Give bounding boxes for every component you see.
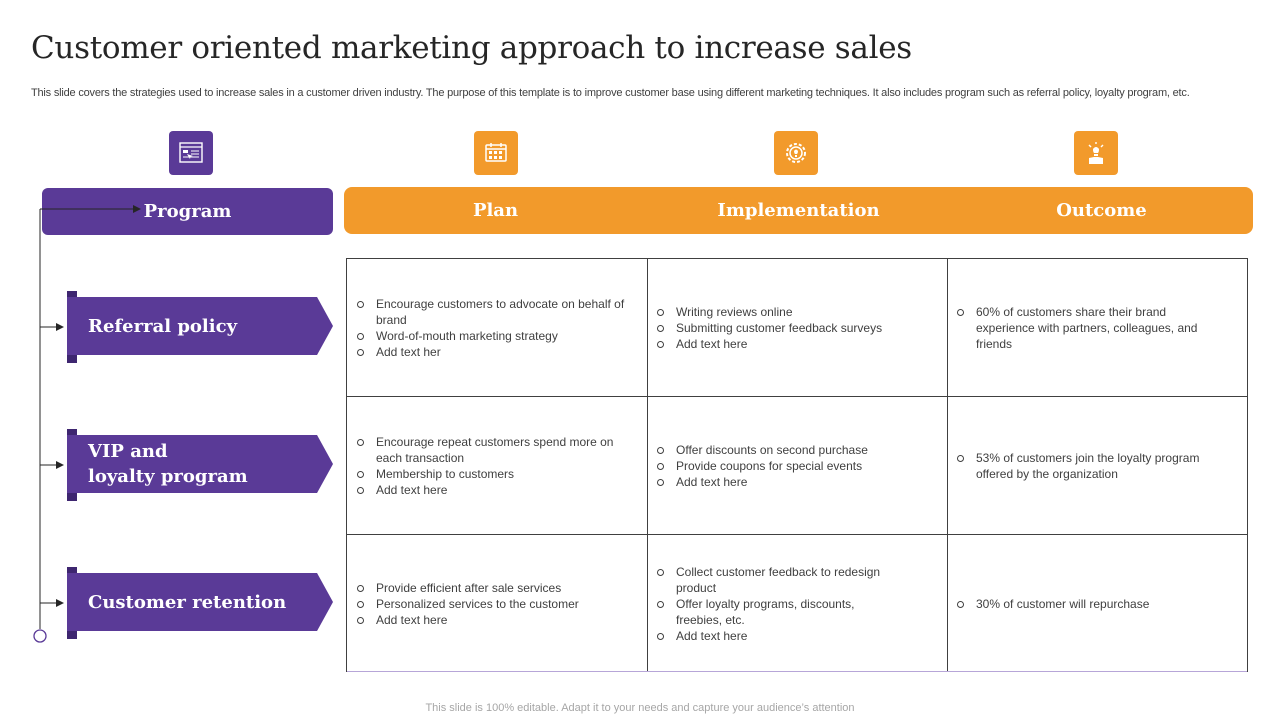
- program-referral-policy: Referral policy: [67, 291, 333, 363]
- list-item: 60% of customers share their brand exper…: [957, 304, 1239, 352]
- cell-outcome-vip: 53% of customers join the loyalty progra…: [947, 397, 1247, 535]
- list-item: Provide coupons for special events: [657, 458, 868, 474]
- page-subtitle: This slide covers the strategies used to…: [31, 87, 1190, 99]
- list-item: Add text her: [357, 344, 639, 360]
- header-outcome: Outcome: [1056, 200, 1147, 221]
- program-customer-retention: Customer retention: [67, 567, 333, 639]
- list-item: Word-of-mouth marketing strategy: [357, 328, 639, 344]
- page-title: Customer oriented marketing approach to …: [31, 30, 912, 66]
- list-item: Writing reviews online: [657, 304, 882, 320]
- list-item: 53% of customers join the loyalty progra…: [957, 450, 1239, 482]
- cell-plan-retention: Provide efficient after sale services Pe…: [347, 535, 647, 673]
- list-item: Add text here: [357, 612, 579, 628]
- list-item: Provide efficient after sale services: [357, 580, 579, 596]
- footer-note: This slide is 100% editable. Adapt it to…: [425, 702, 855, 714]
- cell-implementation-vip: Offer discounts on second purchase Provi…: [647, 397, 947, 535]
- cell-plan-referral: Encourage customers to advocate on behal…: [347, 259, 647, 397]
- program-label: Referral policy: [88, 315, 238, 337]
- gear-lightbulb-icon: [774, 131, 818, 175]
- strategy-table: Encourage customers to advocate on behal…: [346, 258, 1248, 672]
- list-item: 30% of customer will repurchase: [957, 596, 1149, 612]
- header-program: Program: [42, 188, 333, 235]
- program-vip-loyalty: VIP and loyalty program: [67, 429, 333, 501]
- cell-implementation-retention: Collect customer feedback to redesign pr…: [647, 535, 947, 673]
- list-item: Add text here: [657, 474, 868, 490]
- calendar-icon: [474, 131, 518, 175]
- header-plan: Plan: [472, 200, 519, 221]
- cell-outcome-referral: 60% of customers share their brand exper…: [947, 259, 1247, 397]
- list-item: Collect customer feedback to redesign pr…: [657, 564, 887, 596]
- presentation-board-icon: [169, 131, 213, 175]
- list-item: Add text here: [657, 628, 887, 644]
- hand-lightbulb-icon: [1074, 131, 1118, 175]
- header-implementation: Implementation: [717, 200, 880, 221]
- cell-implementation-referral: Writing reviews online Submitting custom…: [647, 259, 947, 397]
- list-item: Personalized services to the customer: [357, 596, 579, 612]
- list-item: Add text here: [657, 336, 882, 352]
- program-label: VIP and loyalty program: [88, 441, 248, 487]
- list-item: Encourage repeat customers spend more on…: [357, 434, 639, 466]
- list-item: Encourage customers to advocate on behal…: [357, 296, 639, 328]
- program-label: Customer retention: [88, 591, 287, 613]
- list-item: Submitting customer feedback surveys: [657, 320, 882, 336]
- list-item: Add text here: [357, 482, 639, 498]
- list-item: Offer loyalty programs, discounts, freeb…: [657, 596, 887, 628]
- cell-outcome-retention: 30% of customer will repurchase: [947, 535, 1247, 673]
- cell-plan-vip: Encourage repeat customers spend more on…: [347, 397, 647, 535]
- list-item: Membership to customers: [357, 466, 639, 482]
- header-bar: Plan Implementation Outcome: [344, 187, 1253, 234]
- list-item: Offer discounts on second purchase: [657, 442, 868, 458]
